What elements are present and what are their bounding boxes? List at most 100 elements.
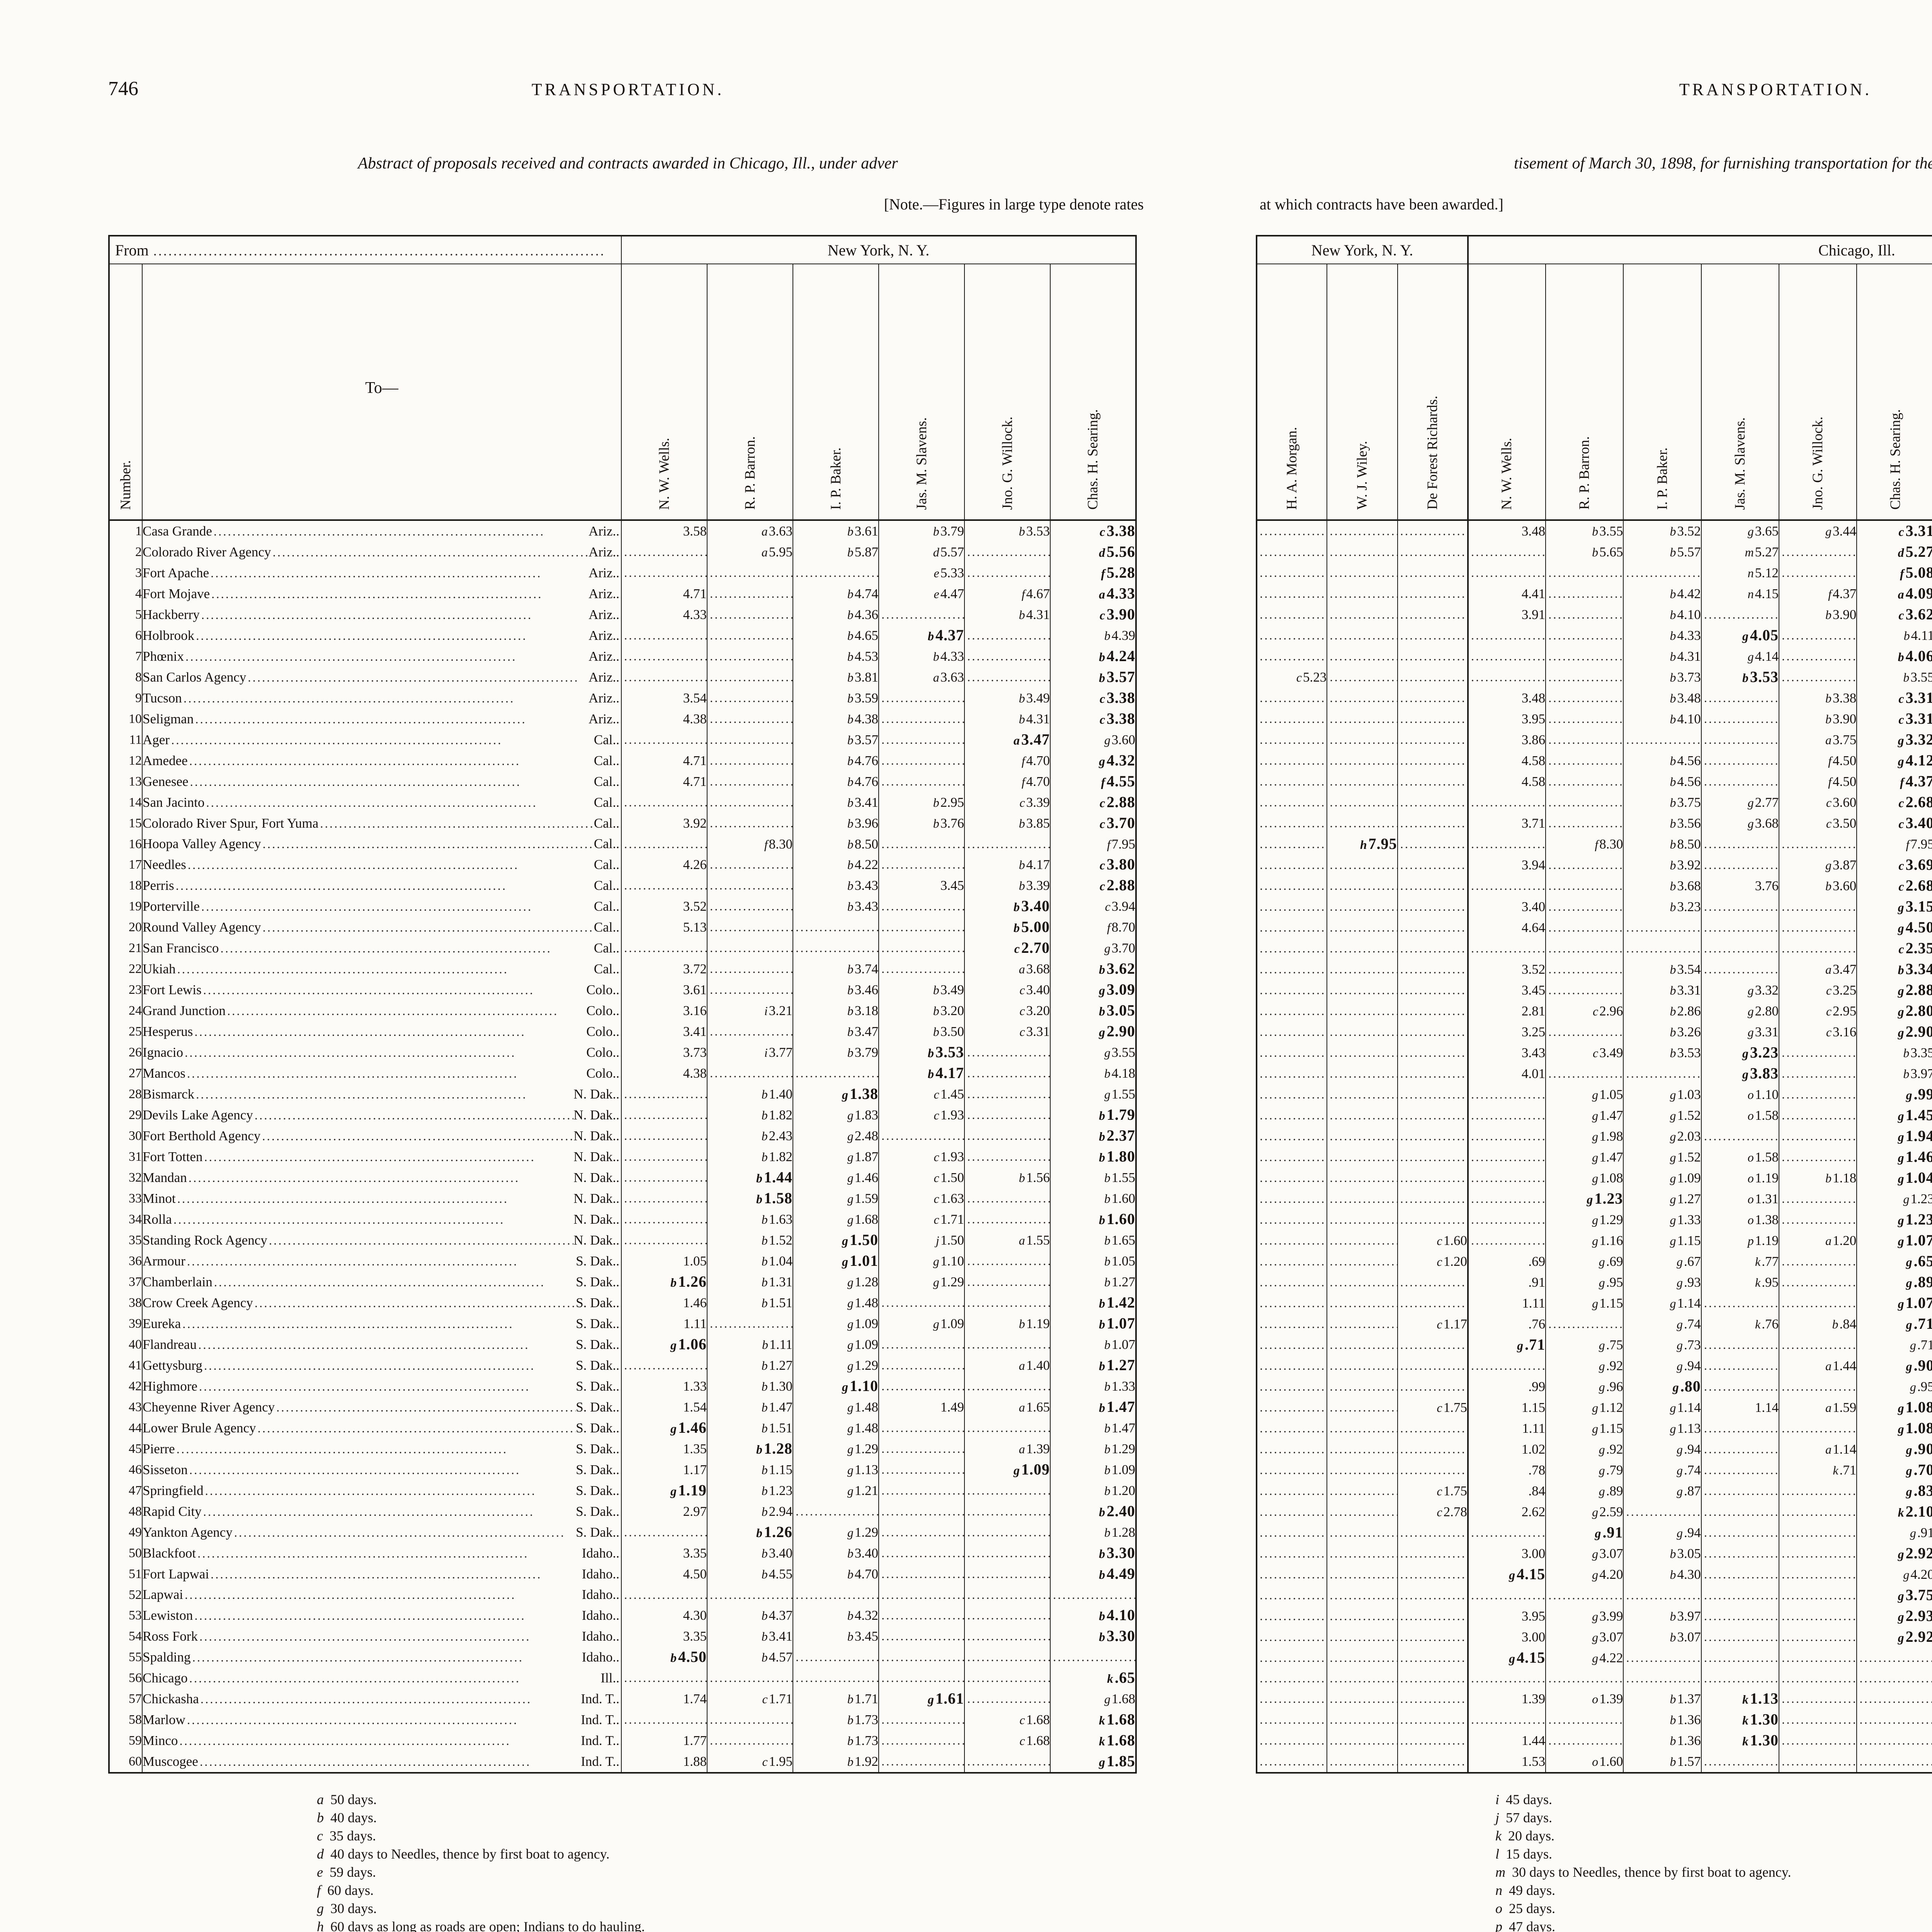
- awarded-rate: g1.61: [928, 1690, 964, 1707]
- rate-cell: ........................: [1257, 876, 1327, 896]
- empty-dots: ........................: [1330, 629, 1397, 643]
- rate-cell: g3.65: [1701, 520, 1779, 542]
- rate-cell: ........................: [1257, 917, 1327, 938]
- rate-cell: ........................: [1545, 896, 1624, 917]
- rate-value: b1.27: [761, 1358, 793, 1373]
- footnote-ref: g: [1592, 1568, 1599, 1582]
- empty-dots: ........................: [1400, 1004, 1467, 1018]
- table-row: ........................................…: [1257, 1168, 1932, 1189]
- empty-dots: ........................: [1260, 1067, 1327, 1081]
- empty-dots: ........................: [624, 1108, 707, 1122]
- destination-name: Chickasha: [143, 1691, 199, 1706]
- empty-dots: ........................: [967, 1213, 1050, 1226]
- rate-value: b4.17: [1019, 857, 1050, 872]
- rate-cell: b1.11: [707, 1334, 793, 1355]
- rate-cell: k1.68: [1049, 1709, 1136, 1730]
- row-number: 21: [129, 941, 142, 955]
- rate-cell: b1.51: [707, 1293, 793, 1313]
- awarded-rate: b4.24: [1099, 647, 1136, 665]
- destination-state: N. Dak..: [573, 1190, 619, 1206]
- rate-value: .84: [1528, 1483, 1546, 1498]
- rate-cell: b1.36: [1623, 1709, 1701, 1730]
- table-row: ........................................…: [1257, 1084, 1932, 1105]
- rate-cell: ........................: [1327, 771, 1398, 792]
- empty-dots: ........................: [1330, 1755, 1397, 1769]
- rate-cell: ........................: [1257, 520, 1327, 542]
- rate-cell: ........................: [1397, 980, 1468, 1001]
- empty-dots: ........................: [1330, 1713, 1397, 1727]
- rate-cell: ........................: [1701, 1585, 1779, 1606]
- rate-value: f4.50: [1828, 774, 1857, 789]
- empty-dots: ........................: [624, 879, 707, 893]
- rate-cell: .76: [1467, 1314, 1546, 1335]
- table-row: ........................................…: [1257, 1063, 1932, 1084]
- rate-cell: g1.29: [793, 1522, 879, 1543]
- rate-value: m5.27: [1745, 544, 1779, 560]
- destination-cell: Rolla...................................…: [142, 1209, 621, 1230]
- rate-value: g1.48: [847, 1295, 878, 1310]
- table-row: ........................................…: [1257, 604, 1932, 625]
- rate-cell: ........................: [1397, 1460, 1468, 1481]
- awarded-rate: b4.17: [928, 1064, 964, 1082]
- destination-name: Lower Brule Agency: [143, 1420, 256, 1435]
- rate-cell: 1.05: [621, 1251, 707, 1272]
- rate-cell: g1.29: [878, 1272, 964, 1293]
- rate-cell: 4.41: [1467, 583, 1546, 604]
- rate-cell: ........................: [1327, 1439, 1398, 1460]
- rate-cell: ........................: [1257, 1168, 1327, 1189]
- row-number: 34: [129, 1212, 142, 1226]
- footnote: k 20 days.: [1495, 1828, 1554, 1844]
- rate-value: c1.68: [1019, 1733, 1050, 1748]
- footnote: l 15 days.: [1495, 1846, 1553, 1862]
- rate-cell: b4.53: [793, 646, 879, 667]
- destination-state: Cal..: [594, 898, 619, 914]
- empty-dots: ........................: [710, 941, 793, 955]
- rate-cell: b3.30: [1049, 1543, 1136, 1564]
- footnote-ref: b: [1099, 963, 1106, 976]
- rate-value: g1.10: [933, 1253, 964, 1269]
- rate-cell: ........................: [878, 1501, 964, 1522]
- rate-cell: b4.31: [1623, 646, 1701, 667]
- rate-value: g1.29: [847, 1358, 878, 1373]
- empty-dots: ........................: [624, 1588, 707, 1602]
- rate-cell: 3.72: [621, 959, 707, 980]
- table-row: 2 Colorado River Agency..................…: [109, 542, 1136, 563]
- rate-cell: ........................: [1397, 1022, 1468, 1043]
- rate-value: g2.03: [1670, 1129, 1701, 1144]
- rate-cell: ........................: [1856, 1648, 1932, 1668]
- column-header-searing: Chas. H. Searing.: [1049, 264, 1136, 521]
- rate-cell: g2.77: [1701, 792, 1779, 813]
- footnote-ref: b: [1104, 1233, 1111, 1247]
- dot-leader: ........................................…: [206, 796, 537, 810]
- destination-cell: San Jacinto.............................…: [142, 792, 621, 813]
- rate-cell: g.95: [1545, 1272, 1624, 1293]
- footnote-ref: j: [935, 1233, 939, 1247]
- row-number: 39: [129, 1316, 142, 1331]
- footnote-ref: b: [1670, 1755, 1676, 1769]
- footnote-ref: g: [1676, 1338, 1683, 1352]
- page-header-right: TRANSPORTATION. 747: [1256, 77, 1932, 100]
- empty-dots: ........................: [710, 691, 793, 705]
- rate-cell: g3.60: [1049, 730, 1136, 750]
- rate-cell: ........................: [1778, 542, 1857, 563]
- awarded-rate: c3.40: [1898, 814, 1932, 832]
- footnote-ref: g: [1747, 1025, 1754, 1039]
- rate-cell: ........................: [1257, 709, 1327, 730]
- rate-cell: g1.08: [1545, 1168, 1624, 1189]
- awarded-rate: b2.40: [1099, 1502, 1136, 1520]
- empty-dots: ........................: [1260, 921, 1327, 935]
- awarded-rate: c3.90: [1099, 605, 1136, 623]
- rate-cell: b4.11: [1856, 625, 1932, 646]
- rate-value: 2.62: [1521, 1504, 1546, 1519]
- rate-value: b1.28: [1104, 1525, 1136, 1540]
- rate-cell: ........................: [1397, 771, 1468, 792]
- rate-cell: ........................: [1397, 876, 1468, 896]
- rate-value: b3.43: [847, 878, 878, 893]
- rate-cell: g1.45: [1856, 1105, 1932, 1126]
- rate-cell: c3.69: [1856, 855, 1932, 876]
- empty-dots: ........................: [1704, 1755, 1779, 1769]
- page-header-left: 746 TRANSPORTATION.: [108, 77, 1148, 100]
- empty-dots: ........................: [1548, 629, 1623, 643]
- destination-name: Hesperus: [143, 1024, 193, 1039]
- empty-dots: ........................: [1260, 1422, 1327, 1435]
